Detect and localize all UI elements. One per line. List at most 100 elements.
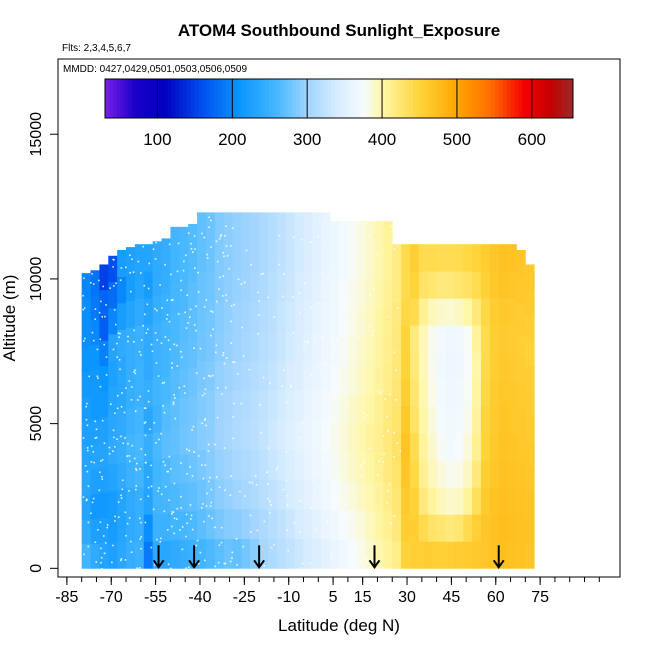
heatmap-cell [81,396,91,422]
heatmap-cell [330,365,340,396]
heatmap-cell [392,271,402,299]
track-point [331,447,333,450]
heatmap-cell [339,452,349,482]
track-point [210,219,212,222]
track-point [197,291,200,293]
track-point [369,447,371,450]
heatmap-cell [81,371,91,397]
heatmap-cell [81,273,91,299]
heatmap-cell [152,404,162,433]
heatmap-cell [259,449,269,480]
colorbar-segment [319,79,324,118]
track-point [347,514,350,516]
track-point [216,300,218,303]
track-point [133,371,135,373]
track-point [176,365,179,367]
heatmap-cell [161,375,171,404]
heatmap-cell [188,510,198,541]
track-point [206,253,209,256]
heatmap-cell [214,479,225,510]
track-point [112,436,115,439]
track-point [223,255,225,258]
track-point [127,335,129,338]
track-point [95,436,98,439]
heatmap-cell [232,508,242,540]
track-point [117,516,120,518]
track-point [212,328,214,331]
colorbar-segment [561,79,566,118]
colorbar-segment [218,79,223,118]
track-point [214,443,216,446]
track-point [160,432,162,435]
heatmap-cell [214,420,225,451]
track-point [125,534,127,537]
track-point [155,442,157,444]
heatmap-cell [365,539,375,569]
track-point [293,522,296,524]
track-point [167,339,170,342]
colorbar-segment [284,79,289,118]
track-point [90,461,93,463]
heatmap-cell [347,249,358,280]
track-point [131,444,134,447]
heatmap-cell [463,271,473,299]
heatmap-cell [409,352,420,380]
colorbar-segment [210,79,215,118]
colorbar-segment [440,79,445,118]
heatmap-cell [259,360,269,391]
track-point [348,301,351,303]
track-point [170,525,173,528]
colorbar-segment [237,79,242,118]
heatmap-cell [108,516,118,543]
colorbar-segment [526,79,531,118]
profile-markers [152,545,505,570]
heatmap-cell [409,271,420,299]
track-point [121,392,123,394]
track-point [348,400,350,403]
heatmap-cell [463,298,473,326]
colorbar-segment [190,79,196,118]
heatmap-cell [472,352,482,380]
heatmap-cell [321,271,331,302]
heatmap-cell [463,433,473,461]
track-point [86,470,89,473]
y-tick-label: 5000 [28,406,45,442]
track-point [209,505,212,508]
track-point [203,520,205,523]
heatmap-cell [117,488,127,516]
heatmap-cell [294,538,304,569]
heatmap-cell [99,365,109,392]
colorbar-segment [534,79,539,118]
track-point [158,487,160,489]
colorbar-segment [335,79,340,118]
track-point [188,449,190,452]
heatmap-cell [489,271,500,299]
track-point [286,529,289,531]
track-point [236,564,238,566]
heatmap-cell [108,307,118,335]
colorbar-tick-label: 200 [218,130,246,149]
heatmap-cell [134,379,145,407]
heatmap-cell [312,449,322,480]
track-point [94,318,97,321]
track-point [163,411,166,414]
track-point [219,276,221,279]
track-point [112,429,115,432]
track-point [194,248,196,250]
track-point [103,552,106,555]
track-point [168,499,170,502]
heatmap-cell [81,322,91,348]
track-point [332,346,335,349]
heatmap-cell [276,360,287,391]
heatmap-cell [525,542,535,569]
track-point [298,292,301,295]
track-point [208,515,210,517]
heatmap-cell [259,301,269,332]
heatmap-cell [241,331,251,362]
heatmap-cell [480,325,491,353]
heatmap-cell [489,244,500,272]
heatmap-cell [365,278,375,309]
heatmap-cell [498,352,508,380]
track-point [286,503,289,506]
heatmap-cell [418,514,429,542]
